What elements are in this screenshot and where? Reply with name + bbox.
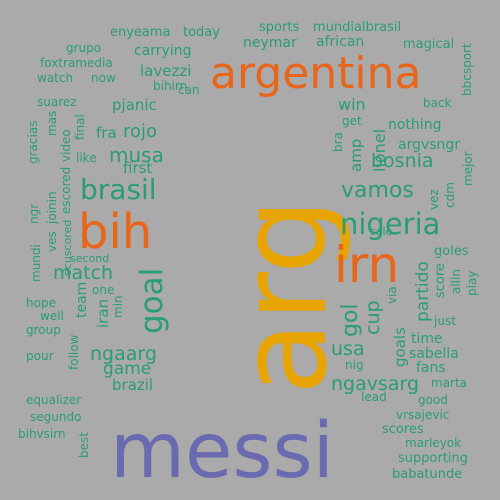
word-musa: musa	[109, 143, 164, 167]
word-ves: ves	[45, 231, 59, 252]
word-mas: mas	[45, 110, 59, 136]
word-bihvsirn: bihvsirn	[18, 427, 66, 441]
word-bosnia: bosnia	[371, 150, 434, 172]
word-gracias: gracias	[26, 120, 40, 164]
word-partido: partido	[413, 261, 433, 322]
word-via: via	[385, 286, 399, 304]
word-min: min	[111, 295, 125, 318]
word-rojo: rojo	[123, 121, 158, 142]
word-brasil: brasil	[80, 173, 157, 206]
word-sports: sports	[259, 20, 300, 35]
word-pour: pour	[26, 349, 54, 363]
word-win: win	[338, 95, 366, 114]
word-team: team	[74, 281, 90, 318]
word-marleyok: marleyok	[405, 436, 462, 450]
word-ngaarg: ngaarg	[90, 343, 157, 365]
word-joinin: joinin	[45, 191, 59, 224]
word-today: today	[183, 25, 220, 40]
word-bbcsport: bbcsport	[460, 43, 474, 96]
word-can: can	[178, 83, 200, 97]
word-magical: magical	[403, 37, 455, 52]
word-usa: usa	[331, 338, 365, 360]
word-score: score	[433, 263, 448, 298]
word-equalizer: equalizer	[26, 393, 82, 407]
word-gol: gol	[338, 303, 363, 337]
word-segundo: segundo	[30, 410, 82, 424]
word-game: game	[103, 359, 152, 379]
word-ngavsarg: ngavsarg	[331, 373, 420, 395]
word-iran: iran	[94, 298, 112, 328]
word-goles: goles	[434, 244, 469, 259]
word-well: well	[40, 309, 64, 323]
word-time: time	[411, 331, 443, 347]
word-messi: messi	[110, 407, 335, 496]
word-vez: vez	[427, 189, 441, 210]
word-cup: cup	[362, 300, 384, 335]
word-sale: sale	[370, 225, 393, 238]
word-argentina: argentina	[210, 48, 422, 99]
word-arg: arg	[215, 198, 354, 395]
word-grupo: grupo	[66, 41, 102, 55]
word-cdm: cdm	[443, 182, 457, 208]
word-like: like	[76, 151, 97, 165]
word-goals: goals	[391, 327, 409, 367]
word-babatunde: babatunde	[392, 467, 463, 482]
word-argvsngr: argvsngr	[398, 137, 461, 153]
word-first: first	[123, 159, 153, 177]
word-back: back	[423, 96, 452, 110]
word-final: final	[73, 114, 87, 140]
word-allin: allin	[449, 269, 463, 294]
word-carrying: carrying	[134, 43, 192, 59]
word-nig: nig	[345, 358, 364, 372]
word-second: second	[70, 252, 110, 265]
word-bihirn: bihirn	[153, 79, 188, 93]
word-best: best	[77, 432, 91, 458]
word-goal: goal	[134, 267, 170, 334]
word-lavezzi: lavezzi	[140, 62, 192, 80]
word-irn: irn	[334, 236, 400, 294]
word-vrsajevic: vrsajevic	[396, 408, 450, 422]
word-nothing: nothing	[388, 117, 442, 133]
word-pjanic: pjanic	[112, 96, 157, 114]
word-fra: fra	[96, 124, 117, 142]
word-hope: hope	[26, 296, 56, 310]
word-escored: escored	[59, 166, 73, 214]
word-suarez: suarez	[37, 95, 77, 109]
word-group: group	[26, 323, 61, 337]
word-ngr: ngr	[27, 203, 41, 224]
word-get: get	[342, 114, 362, 128]
word-foxtramedia: foxtramedia	[40, 56, 113, 70]
word-mundialbrasil: mundialbrasil	[313, 20, 402, 35]
word-bih: bih	[78, 204, 153, 260]
word-fans: fans	[416, 360, 446, 376]
word-neymar: neymar	[243, 35, 297, 51]
word-video: video	[59, 129, 73, 162]
word-one: one	[92, 283, 115, 297]
word-enyeama: enyeama	[110, 25, 171, 40]
word-mundi: mundi	[29, 244, 43, 282]
word-bra: bra	[331, 132, 345, 152]
word-african: african	[316, 34, 365, 50]
word-lionel: lionel	[370, 128, 389, 172]
word-just: just	[434, 314, 456, 328]
word-ecuscored: ecuscored	[61, 219, 74, 276]
word-amp: amp	[347, 138, 365, 172]
word-lead: lead	[361, 390, 387, 404]
word-now: now	[91, 71, 116, 85]
word-nigeria: nigeria	[340, 207, 441, 241]
word-scores: scores	[382, 422, 424, 437]
word-match: match	[53, 262, 114, 284]
word-good: good	[418, 393, 448, 407]
word-vamos: vamos	[341, 178, 414, 203]
word-follow: follow	[67, 334, 81, 370]
word-brazil: brazil	[112, 376, 154, 394]
word-marta: marta	[431, 376, 468, 390]
word-watch: watch	[37, 71, 74, 85]
word-sabella: sabella	[409, 346, 459, 362]
word-play: play	[465, 270, 479, 296]
word-mejor: mejor	[461, 151, 475, 186]
word-supporting: supporting	[398, 451, 469, 466]
